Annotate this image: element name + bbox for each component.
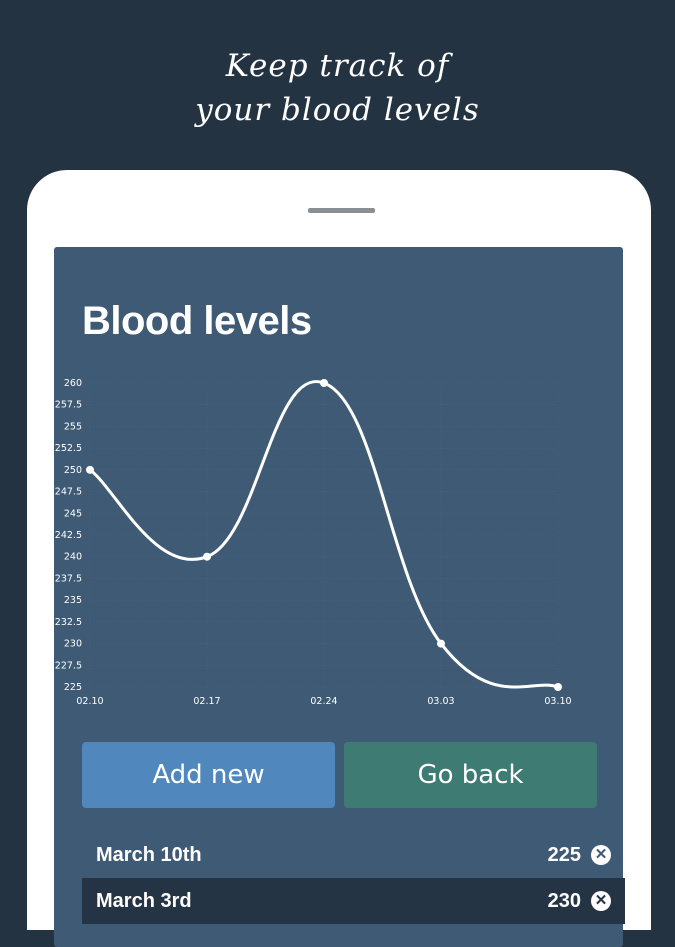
x-tick-label: 03.10 [544, 696, 571, 707]
delete-icon[interactable]: ✕ [591, 891, 611, 911]
headline: Keep track of your blood levels [0, 44, 675, 132]
y-tick-label: 257.5 [55, 400, 82, 411]
go-back-button[interactable]: Go back [344, 742, 597, 808]
delete-icon[interactable]: ✕ [591, 845, 611, 865]
y-tick-label: 252.5 [55, 443, 82, 454]
y-tick-label: 230 [64, 639, 82, 650]
data-point [320, 379, 328, 387]
x-tick-label: 02.17 [193, 696, 220, 707]
headline-line-2: your blood levels [195, 92, 480, 128]
data-point [437, 639, 445, 648]
entry-date: March 10th [96, 843, 202, 866]
y-tick-label: 255 [64, 421, 82, 432]
x-tick-label: 02.10 [76, 696, 103, 707]
data-point [554, 683, 562, 691]
y-tick-label: 227.5 [55, 660, 82, 671]
entry-value: 230 [547, 889, 581, 912]
x-tick-label: 03.03 [427, 696, 454, 707]
y-tick-label: 235 [64, 595, 82, 606]
list-item[interactable]: March 3rd 230 ✕ [82, 878, 625, 924]
add-new-button[interactable]: Add new [82, 742, 335, 808]
list-item[interactable]: March 10th 225 ✕ [82, 832, 625, 878]
y-tick-label: 247.5 [55, 487, 82, 498]
y-tick-label: 245 [64, 508, 82, 519]
y-tick-label: 240 [64, 552, 82, 563]
data-point [203, 552, 211, 561]
entry-date: March 3rd [96, 889, 192, 912]
app-screen: Blood levels 225 227.5 230 232.5 235 237.5 240… [54, 247, 625, 947]
y-tick-label: 260 [64, 378, 82, 389]
entry-value: 225 [547, 843, 581, 866]
device-handle [308, 208, 375, 213]
y-tick-label: 232.5 [55, 617, 82, 628]
y-tick-label: 225 [64, 682, 82, 693]
page-title: Blood levels [82, 299, 312, 343]
y-tick-label: 242.5 [55, 530, 82, 541]
y-tick-label: 237.5 [55, 573, 82, 584]
blood-levels-chart: 225 227.5 230 232.5 235 237.5 240 242.5 245 247.5… [55, 378, 572, 707]
x-tick-label: 02.24 [310, 696, 337, 707]
y-tick-label: 250 [64, 465, 82, 476]
headline-line-1: Keep track of [225, 48, 450, 84]
tablet-frame: Blood levels 225 227.5 230 232.5 235 237.5 240… [27, 170, 651, 947]
data-point [86, 465, 94, 474]
